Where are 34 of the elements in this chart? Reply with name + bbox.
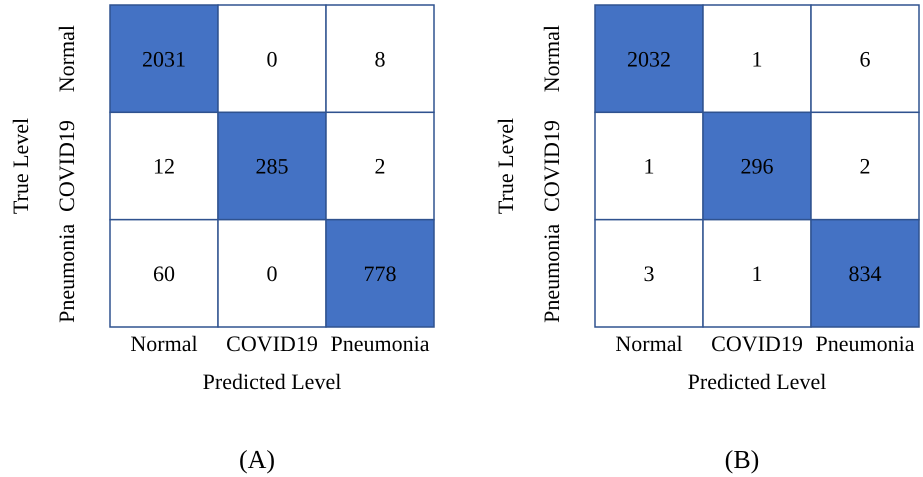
y-axis-title: True Level [493,118,518,214]
data-label: 1 [644,154,654,179]
data-label: 0 [266,261,278,286]
x-tick-label: Normal [615,331,683,356]
x-tick-label: COVID19 [711,331,803,356]
data-label: 2032 [627,46,671,72]
data-label: 3 [644,261,654,286]
data-label: 2 [860,154,870,179]
data-label: 0 [266,46,278,72]
data-label: 8 [374,46,386,72]
y-tick-label: COVID19 [539,120,564,212]
data-label: 12 [153,154,175,179]
x-tick-label: Pneumonia [330,331,430,356]
data-label: 2031 [142,46,186,72]
data-label: 1 [752,46,762,72]
data-label: 285 [256,154,288,179]
data-label: 2 [374,154,386,179]
y-tick-label: COVID19 [54,120,79,212]
y-tick-label: Normal [539,25,564,92]
y-tick-label: Normal [54,25,79,92]
x-tick-label: COVID19 [226,331,318,356]
data-label: 60 [153,261,175,286]
data-label: 834 [848,261,882,286]
text: (B) [724,445,760,474]
x-axis-title: Predicted Level [202,369,342,394]
data-label: 1 [752,261,762,286]
data-label: 6 [860,46,870,72]
x-axis-title: Predicted Level [688,369,826,394]
data-label: 296 [740,154,774,179]
text: (A) [238,445,276,474]
y-axis-title: True Level [8,118,33,214]
data-label: 778 [364,261,396,286]
x-tick-label: Normal [130,331,198,356]
x-tick-label: Pneumonia [816,331,915,356]
